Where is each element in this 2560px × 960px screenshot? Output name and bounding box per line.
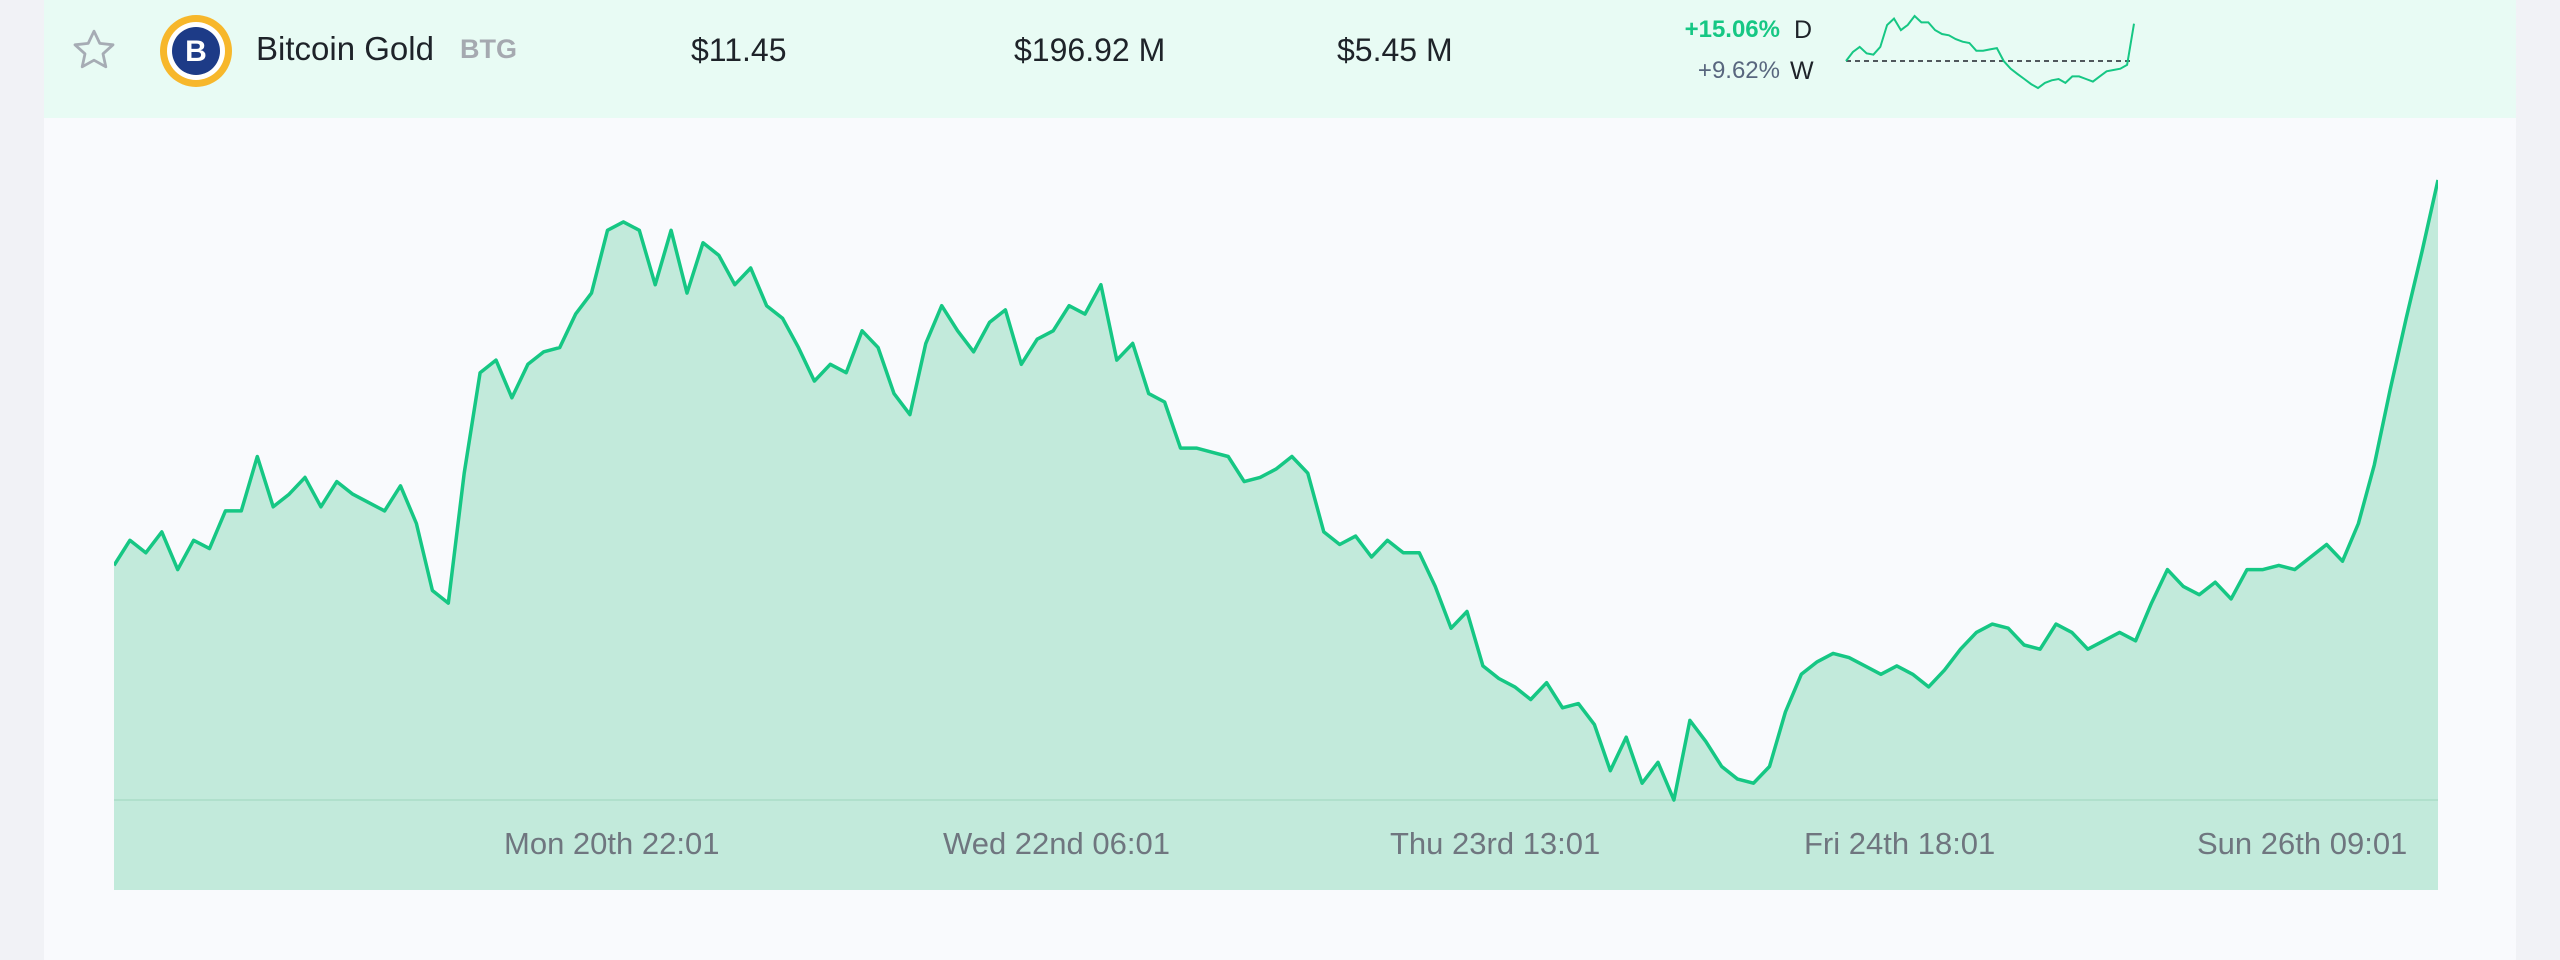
x-tick-label: Fri 24th 18:01 [1804, 826, 1996, 861]
price-area [114, 180, 2438, 890]
x-tick-label: Wed 22nd 06:01 [943, 826, 1170, 861]
coin-symbol: BTG [460, 34, 517, 64]
coin-card: B Bitcoin Gold BTG $11.45 $196.92 M $5.4… [44, 0, 2516, 960]
coin-name[interactable]: Bitcoin Gold [256, 30, 434, 67]
coin-price: $11.45 [691, 32, 787, 68]
day-label: D [1794, 16, 1813, 44]
bitcoin-gold-logo: B [160, 15, 232, 87]
price-line [114, 179, 2438, 802]
logo-glyph: B [185, 35, 207, 68]
volume: $5.45 M [1337, 32, 1453, 68]
sparkline-path [1845, 14, 2135, 90]
sparkline [1845, 14, 2135, 90]
x-tick-label: Mon 20th 22:01 [504, 826, 720, 861]
coin-row[interactable]: B Bitcoin Gold BTG $11.45 $196.92 M $5.4… [44, 0, 2516, 118]
change-week: +9.62% [1697, 57, 1780, 84]
star-outline-icon[interactable] [70, 26, 118, 74]
week-label: W [1790, 57, 1814, 85]
change-day: +15.06% [1684, 16, 1780, 43]
price-chart[interactable] [114, 168, 2438, 890]
x-tick-label: Sun 26th 09:01 [2197, 826, 2408, 861]
market-cap: $196.92 M [1014, 32, 1166, 68]
x-tick-label: Thu 23rd 13:01 [1390, 826, 1601, 861]
